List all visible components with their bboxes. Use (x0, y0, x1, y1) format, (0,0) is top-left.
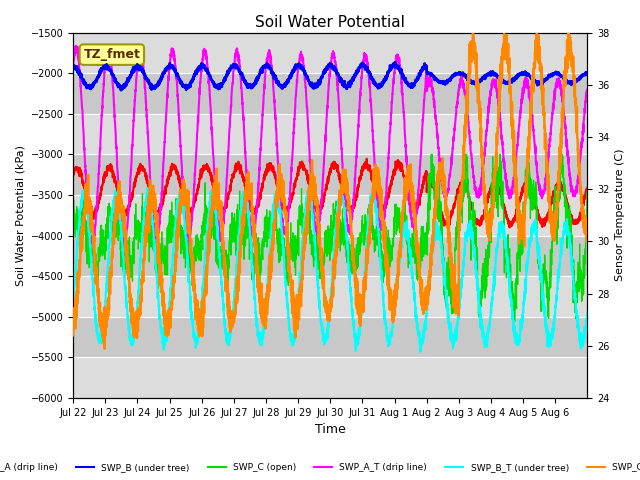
Bar (73, 317, 588, 357)
Bar (73, 114, 588, 155)
Bar (73, 276, 588, 317)
Bar (73, 357, 588, 398)
X-axis label: Time: Time (315, 423, 346, 436)
Y-axis label: Soil Water Potential (kPa): Soil Water Potential (kPa) (15, 145, 25, 286)
Bar (73, 33, 588, 73)
Bar (73, 73, 588, 114)
Text: TZ_fmet: TZ_fmet (83, 48, 140, 61)
Bar (73, 236, 588, 276)
Legend: SWP_A (drip line), SWP_B (under tree), SWP_C (open), SWP_A_T (drip line), SWP_B_: SWP_A (drip line), SWP_B (under tree), S… (0, 459, 640, 476)
Bar (73, 195, 588, 236)
Title: Soil Water Potential: Soil Water Potential (255, 15, 405, 30)
Bar (73, 155, 588, 195)
Y-axis label: Sensor Temperature (C): Sensor Temperature (C) (615, 149, 625, 281)
